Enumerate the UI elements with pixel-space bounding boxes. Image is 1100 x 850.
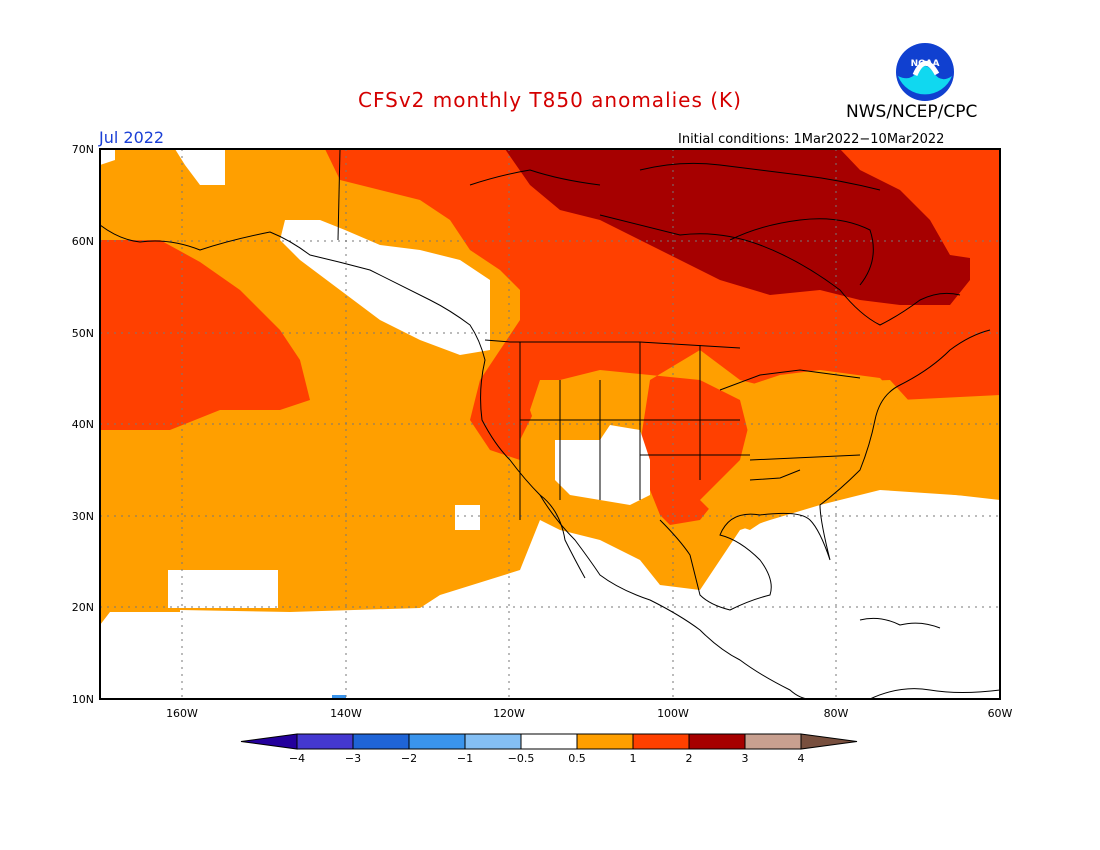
colorbar-tick-label: −2	[401, 752, 417, 765]
latitude-axis: 70N 60N 50N 40N 30N 20N 10N	[72, 143, 94, 706]
lon-label: 100W	[657, 707, 689, 720]
anomaly-fill-0_5-1-east-us	[700, 370, 900, 530]
anomaly-fill-neutral-southwest	[555, 425, 650, 505]
lat-label: 10N	[72, 693, 94, 706]
lat-label: 60N	[72, 235, 94, 248]
colorbar-swatch	[576, 733, 634, 750]
agency-label: NWS/NCEP/CPC	[846, 102, 978, 122]
colorbar-swatch	[632, 733, 690, 750]
chart-title: CFSv2 monthly T850 anomalies (K)	[358, 88, 742, 112]
noaa-logo-text: NOAA	[911, 59, 940, 69]
lon-label: 140W	[330, 707, 362, 720]
lat-label: 50N	[72, 327, 94, 340]
colorbar: −4 −3 −2 −1 −0.5 0.5 1 2 3 4	[240, 733, 858, 765]
map-gridlines	[100, 149, 1000, 699]
noaa-logo: NOAA	[895, 42, 955, 102]
lon-label: 120W	[493, 707, 525, 720]
coastlines	[99, 148, 1001, 700]
colorbar-swatch	[520, 733, 578, 750]
colorbar-tick-label: −0.5	[508, 752, 535, 765]
colorbar-swatch	[744, 733, 802, 750]
lon-label: 160W	[166, 707, 198, 720]
map-frame	[99, 148, 1001, 700]
valid-month: Jul 2022	[99, 128, 165, 147]
colorbar-tick-label: −4	[289, 752, 305, 765]
lon-label: 60W	[988, 707, 1013, 720]
colorbar-tick-label: 1	[630, 752, 637, 765]
initial-conditions: Initial conditions: 1Mar2022−10Mar2022	[678, 132, 945, 147]
colorbar-tick-label: 4	[798, 752, 805, 765]
colorbar-tick-label: 0.5	[568, 752, 586, 765]
anomaly-fill-2-3-canada	[505, 149, 970, 305]
colorbar-swatch	[464, 733, 522, 750]
anomaly-fill-neutral-nepacific	[280, 220, 490, 355]
colorbar-max-arrow	[800, 733, 858, 750]
anomaly-fill-neutral-south	[100, 490, 1000, 699]
lat-label: 30N	[72, 510, 94, 523]
colorbar-tick-label: 3	[742, 752, 749, 765]
colorbar-swatch	[688, 733, 746, 750]
colorbar-swatch	[296, 733, 354, 750]
colorbar-tick-label: −1	[457, 752, 473, 765]
longitude-axis: 160W 140W 120W 100W 80W 60W	[166, 707, 1012, 720]
lon-label: 80W	[824, 707, 849, 720]
colorbar-tick-label: −3	[345, 752, 361, 765]
colorbar-swatch	[408, 733, 466, 750]
colorbar-tick-label: 2	[686, 752, 693, 765]
anomaly-fill-1-2-pacific	[100, 240, 310, 430]
lat-label: 20N	[72, 601, 94, 614]
colorbar-min-arrow	[240, 733, 298, 750]
lat-label: 40N	[72, 418, 94, 431]
colorbar-swatch	[352, 733, 410, 750]
lat-label: 70N	[72, 143, 94, 156]
